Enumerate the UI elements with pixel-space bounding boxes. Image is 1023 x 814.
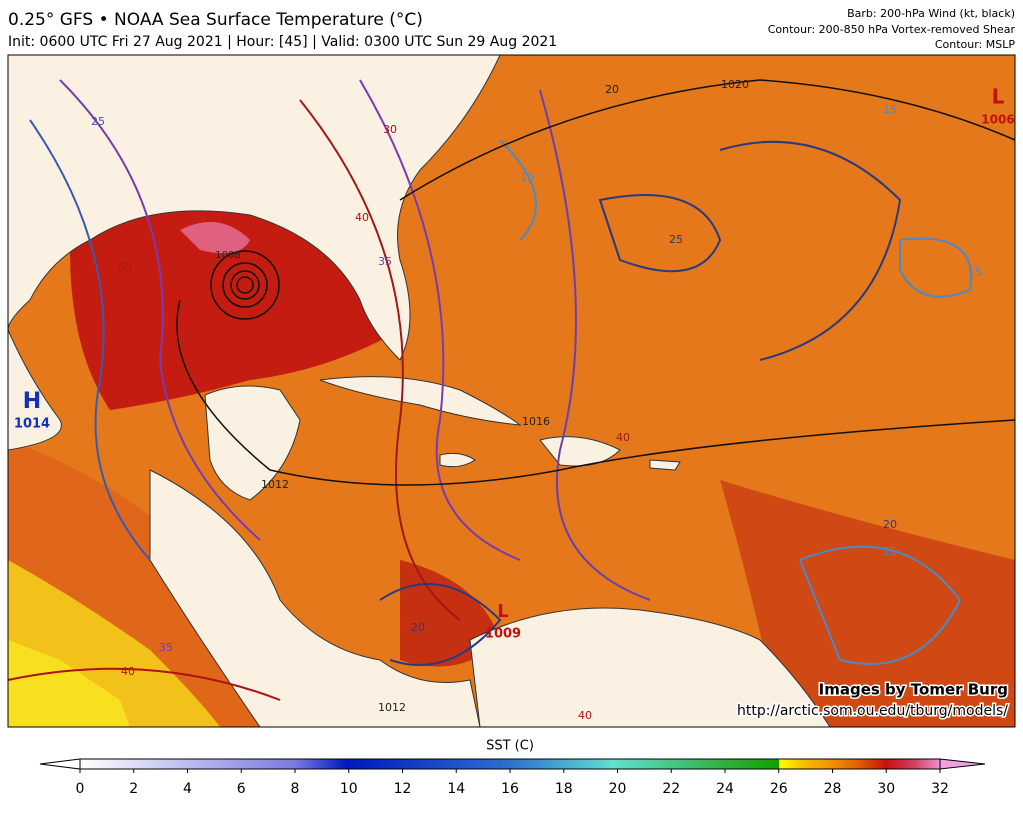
colorbar-tick-label: 16 <box>501 781 519 797</box>
legend-note: Contour: MSLP <box>935 38 1016 51</box>
map-label: L <box>497 601 508 622</box>
map-label: 1016 <box>522 415 550 428</box>
colorbar-tick-label: 28 <box>824 781 842 797</box>
subtitle: Init: 0600 UTC Fri 27 Aug 2021 | Hour: [… <box>8 34 557 50</box>
map-label: 1012 <box>261 478 289 491</box>
map <box>8 55 1015 727</box>
pressure-contours <box>176 79 1015 486</box>
colorbar-tick-label: 0 <box>76 781 85 797</box>
sst-hot <box>70 201 400 410</box>
colorbar-tick-label: 32 <box>931 781 949 797</box>
credit-url: http://arctic.som.ou.edu/tburg/models/ <box>737 703 1008 719</box>
land-mexico <box>8 329 62 451</box>
colorbar-tick-label: 22 <box>662 781 680 797</box>
map-label: 35 <box>378 255 392 268</box>
map-label: 15 <box>883 545 897 558</box>
map-label: 1014 <box>14 417 50 432</box>
land-south-america <box>469 607 831 727</box>
colorbar-tick-label: 14 <box>447 781 465 797</box>
colorbar-tick-label: 24 <box>716 781 734 797</box>
colorbar-tick-label: 26 <box>770 781 788 797</box>
map-label: 40 <box>121 665 135 678</box>
map-frame <box>7 54 1016 728</box>
map-label: 1008 <box>215 250 240 261</box>
map-label: 50 <box>118 261 132 274</box>
map-label: 40 <box>355 211 369 224</box>
map-labels: H1014L1009L10061008101210161020101225303… <box>14 78 1015 722</box>
map-label: 30 <box>383 123 397 136</box>
sst-hottest <box>180 222 250 254</box>
map-label: 1020 <box>721 78 749 91</box>
land-central-america <box>149 469 481 727</box>
map-label: 20 <box>605 83 619 96</box>
colorbar-tick-label: 4 <box>183 781 192 797</box>
map-label: 20 <box>411 621 425 634</box>
legend-note: Barb: 200-hPa Wind (kt, black) <box>847 7 1015 20</box>
map-label: 40 <box>616 431 630 444</box>
colorbar-label: SST (C) <box>486 739 534 754</box>
colorbar-tick-label: 20 <box>609 781 627 797</box>
map-label: 1006 <box>981 113 1014 127</box>
colorbar-extend-low <box>39 758 81 770</box>
colorbar-tick-label: 18 <box>555 781 573 797</box>
colorbar-tick-label: 8 <box>291 781 300 797</box>
land-jamaica <box>439 452 476 468</box>
colorbar-tick-label: 30 <box>877 781 895 797</box>
map-label: 40 <box>578 709 592 722</box>
land-puerto-rico <box>649 459 681 471</box>
land-us <box>8 55 501 361</box>
colorbar-extend-high <box>939 758 986 770</box>
colorbar-tick-label: 6 <box>237 781 246 797</box>
land-cuba <box>319 376 522 426</box>
map-label: 35 <box>159 641 173 654</box>
map-label: 25 <box>91 115 105 128</box>
map-label: 10 <box>520 171 534 184</box>
map-label: H <box>23 389 41 414</box>
map-label: 1009 <box>485 627 521 642</box>
colorbar-tick-label: 2 <box>129 781 138 797</box>
colorbar: 0 2 4 6 8 10 12 14 16 18 20 22 24 26 28 30 32 <box>39 758 986 797</box>
credit: Images by Tomer Burg <box>819 681 1008 699</box>
contours <box>8 79 973 701</box>
map-label: 15 <box>883 103 897 116</box>
legend-note: Contour: 200-850 hPa Vortex-removed Shea… <box>768 23 1016 36</box>
colorbar-bar <box>79 758 941 770</box>
map-label: L <box>992 85 1005 109</box>
sst-cool <box>8 640 130 727</box>
sst-warm <box>720 480 1015 727</box>
title: 0.25° GFS • NOAA Sea Surface Temperature… <box>8 10 423 30</box>
colorbar-tick-label: 12 <box>394 781 412 797</box>
map-label: 15 <box>968 266 982 279</box>
map-label: 25 <box>669 233 683 246</box>
colorbar-tick-label: 10 <box>340 781 358 797</box>
map-label: 1012 <box>378 701 406 714</box>
map-label: 20 <box>883 518 897 531</box>
